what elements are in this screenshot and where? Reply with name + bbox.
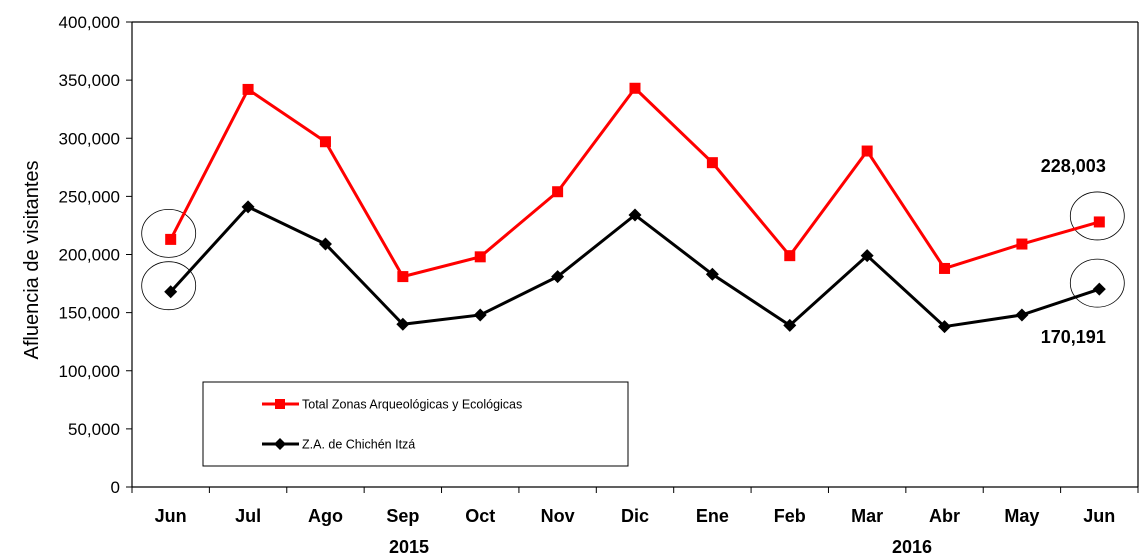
data-point — [1092, 282, 1106, 296]
data-point — [705, 267, 719, 281]
x-tick-label: Sep — [386, 506, 419, 526]
x-tick-label: Abr — [929, 506, 960, 526]
highlight-circle — [141, 208, 197, 258]
x-tick-label: Jun — [155, 506, 187, 526]
highlight-circle — [141, 261, 197, 311]
data-point — [165, 233, 177, 245]
y-tick-label: 100,000 — [59, 362, 120, 381]
data-point — [938, 320, 952, 334]
legend-marker — [275, 399, 285, 409]
x-tick-label: Jul — [235, 506, 261, 526]
y-tick-label: 200,000 — [59, 246, 120, 265]
data-point — [628, 208, 642, 222]
x-tick-label: Dic — [621, 506, 649, 526]
data-point — [939, 262, 951, 274]
year-label-2015: 2015 — [389, 537, 429, 557]
x-tick-label: Oct — [465, 506, 495, 526]
x-tick-label: Nov — [541, 506, 575, 526]
data-annotations: 228,003 170,191 — [1041, 156, 1106, 347]
y-tick-label: 400,000 — [59, 13, 120, 32]
y-tick-label: 300,000 — [59, 129, 120, 148]
legend-box — [202, 381, 629, 467]
x-tick-label: Ene — [696, 506, 729, 526]
data-point — [397, 271, 409, 283]
legend-marker — [274, 438, 286, 450]
data-point — [861, 145, 873, 157]
data-point — [1015, 308, 1029, 322]
y-axis-label: Afluencia de visitantes — [21, 160, 43, 359]
year-label-2016: 2016 — [892, 537, 932, 557]
data-label: 228,003 — [1041, 156, 1106, 176]
series-layer — [164, 82, 1106, 334]
data-point — [551, 270, 565, 284]
y-tick-label: 350,000 — [59, 71, 120, 90]
data-point — [396, 317, 410, 331]
highlight-circles — [141, 191, 1125, 311]
data-point — [1093, 216, 1105, 228]
data-point — [318, 237, 332, 251]
data-point — [319, 136, 331, 148]
x-tick-label: Feb — [774, 506, 806, 526]
y-tick-label: 0 — [111, 478, 120, 497]
y-tick-label: 50,000 — [68, 420, 120, 439]
data-point — [784, 250, 796, 262]
axes — [126, 21, 1139, 493]
data-point — [706, 157, 718, 169]
data-point — [629, 82, 641, 94]
legend-label: Total Zonas Arqueológicas y Ecológicas — [302, 398, 522, 412]
highlight-circle — [1069, 258, 1125, 308]
x-tick-labels: Jun Jul Ago Sep Oct Nov Dic Ene Feb Mar Abr May Jun — [155, 506, 1116, 526]
highlight-circle — [1069, 191, 1125, 241]
legend: Total Zonas Arqueológicas y Ecológicas Z.… — [202, 381, 629, 467]
data-point — [474, 251, 486, 263]
legend-label: Z.A. de Chichén Itzá — [302, 438, 415, 452]
y-tick-label: 250,000 — [59, 187, 120, 206]
data-point — [242, 83, 254, 95]
legend-item: Total Zonas Arqueológicas y Ecológicas — [262, 398, 522, 412]
data-label: 170,191 — [1041, 327, 1106, 347]
data-point — [860, 249, 874, 263]
x-tick-label: Mar — [851, 506, 883, 526]
y-tick-label: 150,000 — [59, 304, 120, 323]
series-chichen-itza — [164, 200, 1106, 334]
data-point — [473, 308, 487, 322]
series-line — [169, 86, 1100, 279]
y-tick-labels: 0 50,000 100,000 150,000 200,000 250,000 300,0… — [59, 13, 120, 497]
data-point — [241, 200, 255, 214]
legend-item: Z.A. de Chichén Itzá — [262, 438, 415, 452]
data-point — [164, 285, 178, 299]
x-tick-label: May — [1004, 506, 1039, 526]
x-tick-label: Ago — [308, 506, 343, 526]
series-line — [169, 205, 1100, 329]
data-point — [552, 186, 564, 198]
series-total — [165, 82, 1105, 283]
data-point — [1016, 238, 1028, 250]
data-point — [783, 318, 797, 332]
x-tick-label: Jun — [1083, 506, 1115, 526]
